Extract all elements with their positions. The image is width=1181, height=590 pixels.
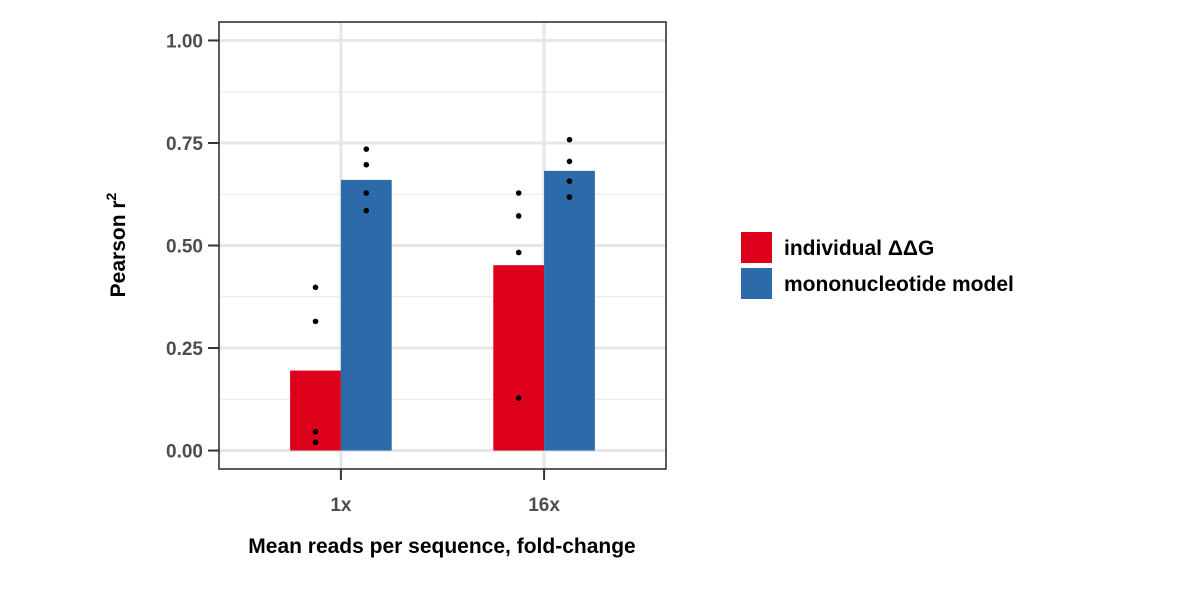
data-point — [312, 428, 319, 435]
y-tick-label: 0.00 — [166, 442, 203, 463]
bar-16x-series-1 — [544, 170, 595, 451]
data-point — [515, 249, 522, 256]
data-point — [363, 146, 370, 152]
legend: individual ΔΔG mononucleotide model — [741, 232, 1014, 299]
y-axis-title-superscript: 2 — [103, 192, 119, 200]
data-point — [312, 284, 319, 291]
data-point — [363, 161, 370, 168]
y-tick-label: 0.50 — [166, 237, 203, 258]
x-tick-label: 16x — [528, 495, 560, 516]
y-axis: 0.00 0.25 0.50 0.75 1.00 — [166, 31, 219, 463]
bar-1x-series-0 — [290, 370, 341, 451]
y-axis-title-main: Pearson r — [107, 200, 130, 297]
bars — [290, 170, 595, 451]
x-axis-title: Mean reads per sequence, fold-change — [248, 535, 635, 558]
legend-label-mononucleotide-model: mononucleotide model — [784, 273, 1014, 296]
data-point — [515, 213, 522, 219]
data-point — [515, 190, 522, 196]
y-tick-label: 0.75 — [166, 134, 203, 155]
x-axis: 1x 16x — [330, 469, 560, 516]
data-point — [566, 136, 573, 143]
data-point — [566, 158, 573, 165]
data-points — [312, 136, 573, 446]
x-tick-label: 1x — [330, 495, 352, 516]
legend-swatch-individual-ddg — [741, 232, 772, 263]
legend-swatch-mononucleotide-model — [741, 268, 772, 299]
data-point — [515, 395, 522, 401]
data-point — [312, 439, 319, 446]
data-point — [566, 178, 573, 184]
data-point — [363, 190, 370, 196]
data-point — [312, 318, 319, 325]
data-point — [566, 194, 573, 200]
data-point — [363, 207, 370, 214]
bar-16x-series-0 — [493, 265, 545, 451]
y-axis-title: Pearson r2 — [103, 192, 130, 297]
bar-1x-series-1 — [340, 179, 392, 451]
y-tick-label: 0.25 — [166, 339, 203, 360]
legend-label-individual-ddg: individual ΔΔG — [784, 237, 934, 260]
y-tick-label: 1.00 — [166, 31, 203, 52]
